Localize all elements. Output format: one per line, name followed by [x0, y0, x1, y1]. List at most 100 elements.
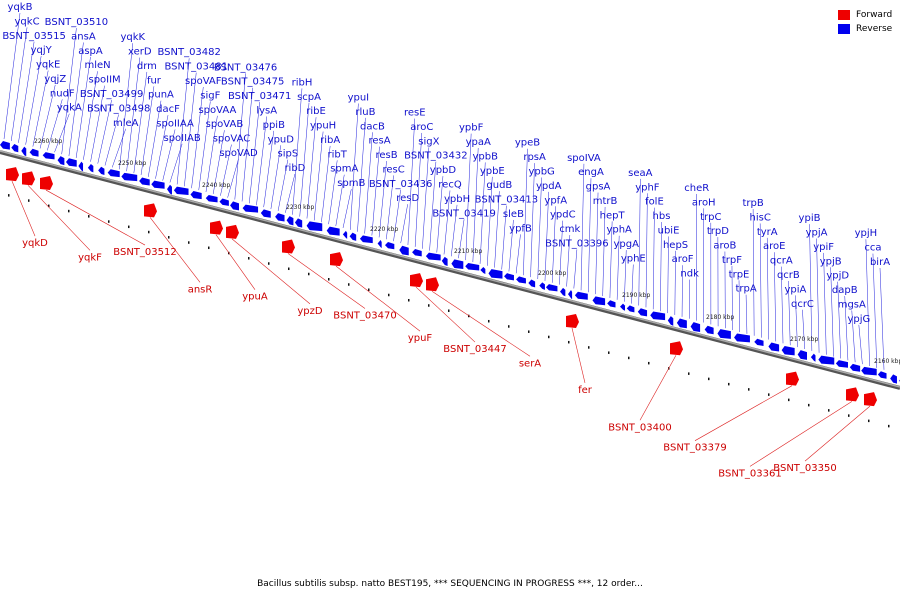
reverse-gene-label: BSNT_03482 — [157, 47, 220, 58]
reverse-leader-line — [97, 99, 112, 164]
forward-leader-line — [694, 385, 793, 441]
forward-gene-label: ypuA — [242, 292, 268, 303]
feature-mark — [688, 372, 690, 375]
forward-gene-label: BSNT_03361 — [718, 468, 781, 479]
reverse-leader-line — [68, 42, 84, 157]
reverse-leader-line — [809, 224, 813, 351]
reverse-gene-arrow — [626, 305, 635, 313]
reverse-gene-label: ansA — [71, 31, 96, 42]
feature-mark — [568, 340, 570, 344]
kbp-tick-label: 2260 kbp — [34, 138, 62, 145]
reverse-gene-label: punA — [148, 90, 174, 101]
reverse-gene-arrow — [890, 374, 897, 384]
reverse-leader-line — [422, 147, 430, 249]
reverse-leader-line — [844, 296, 849, 361]
reverse-leader-line — [523, 148, 528, 276]
reverse-gene-arrow — [359, 235, 373, 244]
reverse-gene-label: BSNT_03471 — [228, 91, 291, 102]
reverse-gene-label: aroF — [672, 254, 694, 265]
reverse-gene-label: yqkE — [36, 60, 60, 71]
reverse-gene-arrow — [275, 213, 285, 222]
reverse-leader-line — [738, 280, 740, 332]
forward-gene-label: fer — [578, 385, 593, 396]
feature-mark — [368, 288, 370, 291]
feature-mark — [888, 424, 890, 428]
reverse-gene-label: ypiF — [813, 242, 834, 253]
feature-mark — [328, 278, 330, 281]
reverse-gene-label: spmB — [337, 178, 365, 189]
backbone-line — [0, 150, 900, 390]
reverse-gene-arrow — [242, 204, 259, 213]
reverse-gene-label: ypbE — [480, 166, 505, 177]
reverse-leader-line — [559, 220, 564, 285]
forward-gene-arrow — [566, 313, 579, 328]
reverse-gene-label: ypbG — [528, 167, 554, 178]
reverse-gene-label: qcrB — [777, 270, 800, 281]
reverse-gene-arrow — [704, 325, 714, 335]
forward-swatch — [838, 10, 850, 20]
reverse-gene-label: rluB — [355, 107, 375, 118]
forward-gene-label: ypzD — [297, 306, 323, 317]
reverse-gene-arrow — [65, 158, 77, 167]
forward-leader-line — [639, 355, 677, 421]
legend-reverse: Reverse — [838, 22, 892, 36]
reverse-gene-label: aroB — [713, 241, 736, 252]
reverse-gene-arrow — [592, 296, 606, 306]
reverse-gene-label: trpA — [735, 284, 756, 295]
reverse-gene-label: ypeB — [515, 138, 540, 149]
forward-gene-arrow — [670, 341, 683, 356]
reverse-gene-label: tyrA — [757, 227, 778, 238]
reverse-gene-label: dapB — [832, 285, 858, 296]
reverse-leader-line — [851, 310, 856, 363]
reverse-leader-line — [515, 234, 521, 274]
gene-labels: yqkB yqkC BSNT_03515 yqjY yqkE yqjZ nudF yqkA BS… — [2, 2, 890, 479]
reverse-gene-label: trpC — [700, 212, 721, 223]
kbp-tick-label: 2160 kbp — [874, 358, 900, 365]
reverse-gene-arrow — [480, 266, 486, 275]
reverse-gene-label: sigF — [200, 90, 220, 101]
reverse-leader-line — [111, 128, 126, 168]
reverse-leader-line — [872, 253, 878, 368]
reverse-gene-arrow — [166, 184, 172, 195]
feature-mark — [8, 194, 10, 197]
reverse-leader-line — [479, 162, 486, 264]
reverse-gene-label: spoIIM — [88, 75, 120, 86]
reverse-leader-line — [234, 73, 246, 200]
reverse-leader-line — [674, 250, 676, 315]
reverse-gene-label: ypdC — [550, 210, 576, 221]
reverse-leader-line — [47, 99, 63, 151]
legend-reverse-label: Reverse — [856, 24, 893, 34]
forward-leader-line — [571, 327, 586, 384]
reverse-leader-line — [285, 173, 296, 213]
reverse-gene-arrow — [754, 338, 764, 347]
feature-mark — [428, 304, 430, 307]
reverse-leader-line — [795, 295, 798, 348]
reverse-gene-arrow — [797, 350, 807, 360]
reverse-gene-arrow — [399, 245, 409, 256]
forward-gene-label: BSNT_03400 — [608, 422, 671, 433]
forward-leader-line — [749, 401, 853, 467]
reverse-leader-line — [752, 209, 755, 336]
feature-mark — [408, 298, 410, 302]
reverse-gene-arrow — [545, 284, 558, 292]
feature-mark — [268, 262, 270, 265]
reverse-gene-label: engA — [578, 167, 604, 178]
forward-gene-arrow — [864, 392, 877, 407]
reverse-leader-line — [148, 100, 162, 177]
reverse-leader-line — [588, 178, 592, 293]
reverse-gene-label: spoIIAA — [156, 118, 194, 129]
reverse-leader-line — [61, 28, 77, 155]
feature-mark — [848, 414, 850, 417]
reverse-gene-label: resA — [368, 136, 390, 147]
reverse-leader-line — [816, 238, 820, 353]
reverse-leader-line — [414, 132, 423, 247]
feature-mark — [168, 236, 170, 239]
reverse-gene-label: dacB — [360, 121, 385, 132]
reverse-gene-label: BSNT_03436 — [369, 179, 432, 190]
feature-mark — [68, 209, 70, 213]
reverse-gene-label: aroC — [410, 122, 433, 133]
forward-gene-arrow — [6, 167, 19, 182]
reverse-leader-line — [18, 41, 35, 143]
reverse-leader-line — [364, 132, 373, 234]
